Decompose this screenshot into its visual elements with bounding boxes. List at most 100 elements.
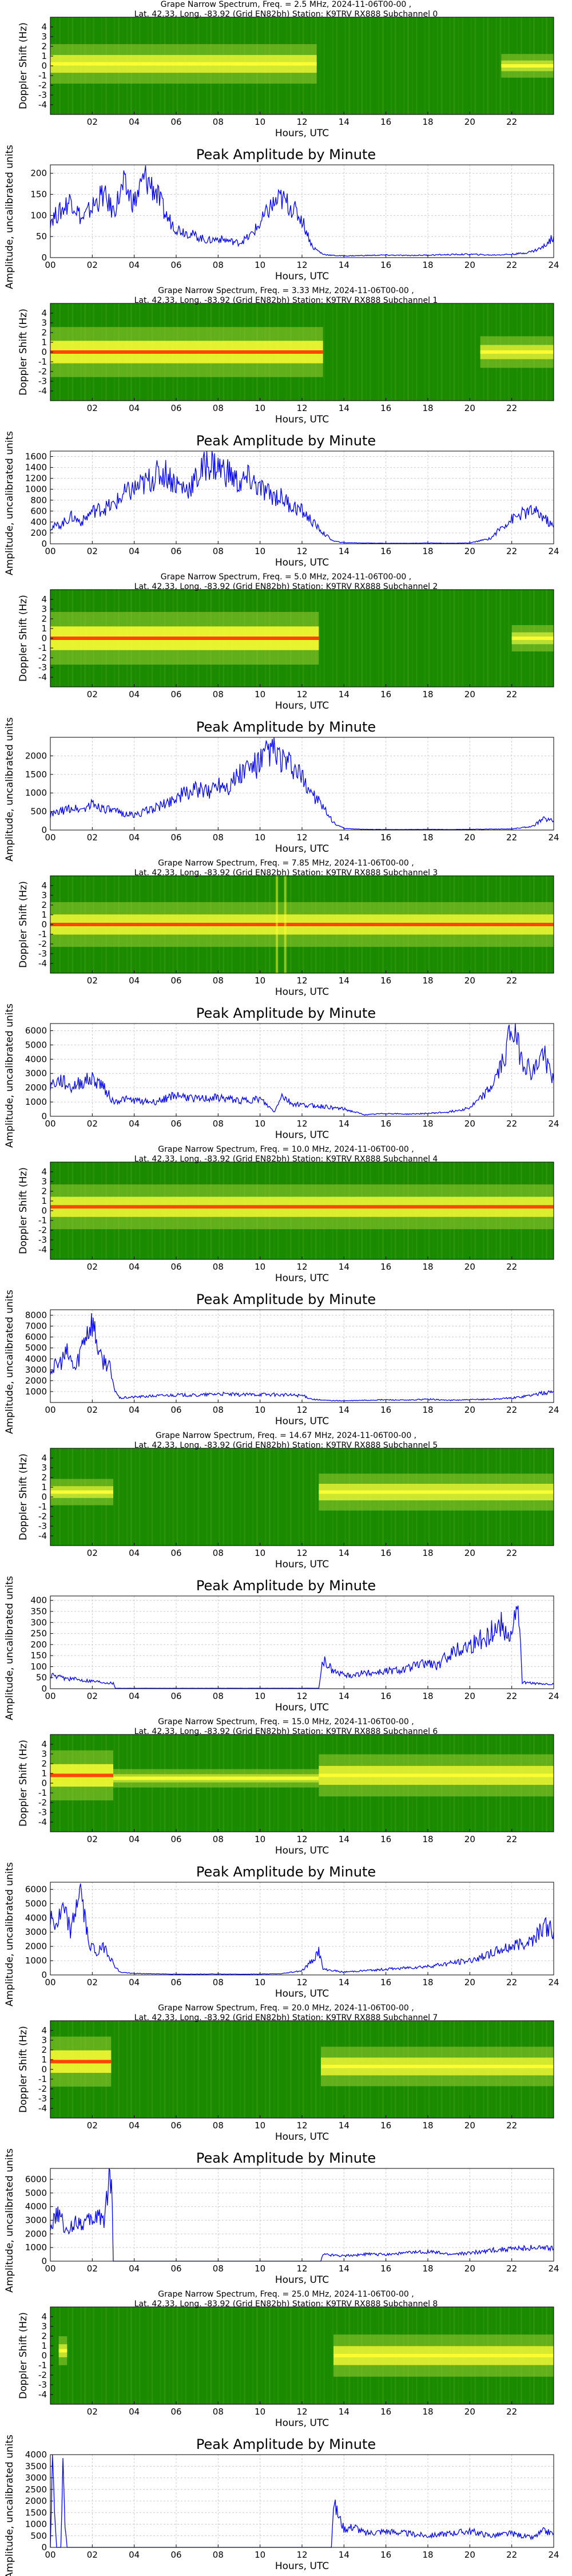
x-tick-label: 00 [45,2550,55,2560]
x-tick-label: 02 [87,1834,98,1844]
spectrogram-stripe [281,1448,283,1546]
spectrogram-stripe [336,590,338,687]
amplitude-svg: 0 1000 2000 3000 4000 5000 6000 00 02 04 06 08 10 12 1… [4,1003,559,1148]
spectrogram-stripe [134,2021,137,2118]
x-axis-label: Hours, UTC [275,1845,329,1856]
x-tick-label: 12 [296,689,307,700]
amplitude-title: Peak Amplitude by Minute [196,2150,376,2166]
spectrogram-stripe [470,590,472,687]
x-tick-label: 04 [129,1834,140,1844]
y-tick-label: 0 [41,347,47,357]
spectrogram-stripe [164,1448,166,1546]
amplitude-series-line [50,1883,554,1975]
x-tick-label: 18 [422,1548,433,1558]
spectrogram-stripe [214,2307,216,2404]
plot-frame [50,451,554,544]
x-tick-label: 20 [464,1691,475,1701]
spectrogram-stripe [365,17,367,114]
x-tick-label: 12 [296,1405,307,1415]
x-tick-label: 20 [464,260,475,270]
y-tick-label: -1 [38,643,47,653]
spectrogram-stripe [478,303,480,401]
spectrogram-stripe [118,2021,120,2118]
spectrogram-stripe [185,2307,187,2404]
spectrogram-stripe [281,2021,283,2118]
spectrogram-stripe [440,590,443,687]
y-axis-label: Doppler Shift (Hz) [18,595,29,682]
x-tick-label: 20 [464,1262,475,1272]
y-tick-label: 150 [30,1650,47,1661]
spectrogram-stripe [168,1448,170,1546]
y-tick-label: -1 [38,357,47,367]
x-tick-label: 18 [422,260,433,270]
x-tick-label: 18 [422,1119,433,1129]
spectrogram-stripe [189,2021,191,2118]
x-axis-label: Hours, UTC [275,2274,329,2286]
spectrogram-stripe [143,2021,145,2118]
spectrogram-stripe [424,590,426,687]
y-tick-label: -1 [38,929,47,939]
y-tick-label: 200 [30,1639,47,1650]
x-tick-label: 06 [170,1262,181,1272]
amplitude-title: Peak Amplitude by Minute [196,1005,376,1021]
x-tick-label: 04 [129,1119,140,1129]
spectrogram-stripe [223,1448,225,1546]
spectrogram-band-core [50,923,554,926]
x-tick-label: 20 [464,1405,475,1415]
y-tick-label: 1000 [25,484,47,495]
spectrogram-stripe [227,2307,229,2404]
x-axis-label: Hours, UTC [275,1988,329,2000]
spectrogram-stripe [386,590,388,687]
y-tick-label: -1 [38,1502,47,1512]
y-tick-label: 0 [41,539,47,549]
spectrogram-stripe [172,2307,174,2404]
spectrogram-stripe [244,1448,245,1546]
spectrogram-stripe [285,2307,288,2404]
amplitude-panel: Peak Amplitude by Minute 0 500 1000 1500 2000… [0,2433,572,2576]
x-tick-label: 14 [339,689,349,700]
spectrogram-stripe [160,2307,162,2404]
spectrogram-stripe [260,1448,263,1546]
spectrogram-stripe [440,17,443,114]
plot-frame [50,1023,554,1117]
spectrogram-band-core [480,350,554,354]
x-tick-label: 16 [380,2120,391,2131]
x-tick-label: 20 [464,832,475,843]
amplitude-title: Peak Amplitude by Minute [196,1864,376,1880]
x-tick-label: 04 [129,689,140,700]
spectrogram-stripe [487,590,489,687]
x-tick-label: 04 [129,546,140,556]
spectrogram-stripe [449,303,451,401]
spectrogram-stripe [378,17,380,114]
x-tick-label: 22 [506,2407,517,2417]
spectrogram-panel: Grape Narrow Spectrum, Freq. = 5.0 MHz, … [0,572,572,716]
x-tick-label: 16 [380,832,391,843]
spectrogram-stripe [411,303,414,401]
spectrogram-stripe [365,590,367,687]
spectrogram-stripe [466,303,468,401]
y-tick-label: 1000 [25,2519,47,2530]
spectrogram-band-core [511,637,554,640]
spectrum-subtitle: Lat. 42.33, Long. -83.92 (Grid EN82bh) S… [134,868,438,878]
x-tick-label: 06 [170,1548,181,1558]
y-axis-label: Doppler Shift (Hz) [18,2312,29,2399]
y-tick-label: 1500 [25,769,47,780]
amplitude-panel: Peak Amplitude by Minute 0 1000 2000 3000 400… [0,1002,572,1148]
spectrogram-stripe [357,303,359,401]
spectrogram-stripe [80,2307,82,2404]
x-tick-label: 16 [380,1405,391,1415]
y-tick-label: 2000 [25,2496,47,2506]
y-tick-label: 600 [30,506,47,516]
y-axis-label: Amplitude, uncalibrated units [4,431,15,575]
spectrogram-stripe [323,17,325,114]
spectrogram-stripe [395,590,396,687]
spectrogram-stripe [340,17,342,114]
spectrogram-stripe [436,17,439,114]
y-tick-label: -3 [38,1807,47,1818]
y-axis-label: Doppler Shift (Hz) [18,22,29,109]
y-tick-label: 2000 [25,1376,47,1386]
spectrogram-stripe [281,2307,283,2404]
